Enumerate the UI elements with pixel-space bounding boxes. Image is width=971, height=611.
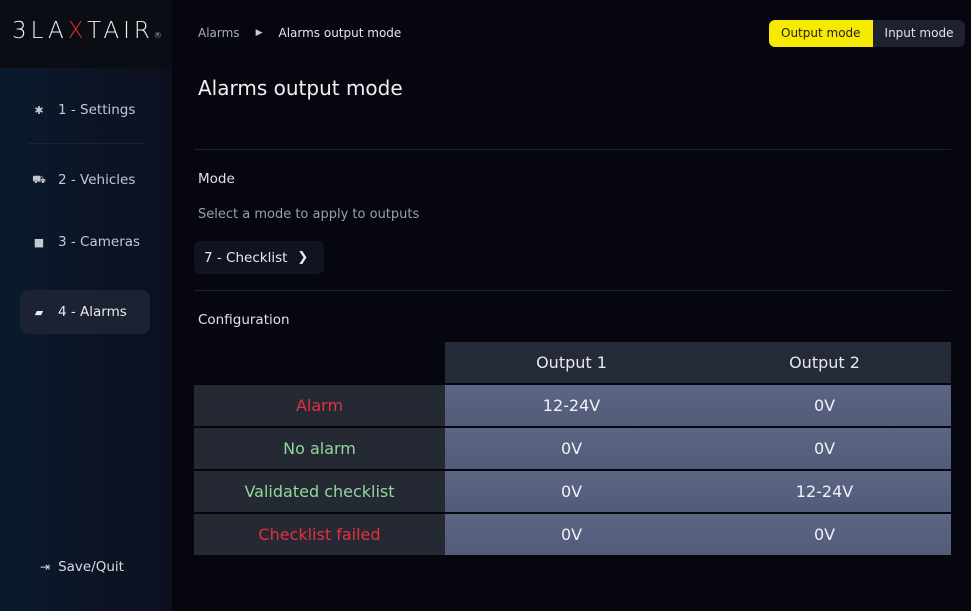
table-row: Checklist failed 0V 0V <box>194 514 951 555</box>
logo-part: 3LA <box>12 18 68 44</box>
output-mode-button[interactable]: Output mode <box>769 20 873 47</box>
mode-toggle: Output mode Input mode <box>769 20 966 47</box>
mode-hint: Select a mode to apply to outputs <box>198 207 420 222</box>
output-cell[interactable]: 12-24V <box>445 385 698 426</box>
video-camera-icon: ■ <box>33 235 45 249</box>
table-row: Validated checklist 0V 12-24V <box>194 471 951 512</box>
sidebar-item-label: 1 - Settings <box>58 102 136 118</box>
sidebar-item-settings[interactable]: ✱ 1 - Settings <box>20 88 150 132</box>
column-header: Output 2 <box>698 342 951 383</box>
forklift-icon: ⛟ <box>32 172 46 186</box>
header-empty <box>194 342 445 383</box>
configuration-table: Output 1 Output 2 Alarm 12-24V 0V No ala… <box>194 342 951 557</box>
breadcrumb: Alarms ▶ Alarms output mode <box>198 26 401 40</box>
sidebar-item-label: 4 - Alarms <box>58 304 127 320</box>
output-cell[interactable]: 12-24V <box>698 471 951 512</box>
save-quit-label: Save/Quit <box>58 559 124 575</box>
input-mode-button[interactable]: Input mode <box>884 26 954 40</box>
row-label: Checklist failed <box>194 514 445 555</box>
sidebar-item-alarms[interactable]: ▰ 4 - Alarms <box>20 290 150 334</box>
exit-icon: ⇥ <box>40 560 51 574</box>
sidebar-item-cameras[interactable]: ■ 3 - Cameras <box>20 220 150 264</box>
row-label: No alarm <box>194 428 445 469</box>
output-cell[interactable]: 0V <box>445 514 698 555</box>
table-header: Output 1 Output 2 <box>194 342 951 383</box>
gear-icon: ✱ <box>34 103 44 117</box>
mode-select[interactable]: 7 - Checklist ❯ <box>194 241 324 274</box>
sidebar-item-vehicles[interactable]: ⛟ 2 - Vehicles <box>20 158 150 202</box>
mode-label: Mode <box>198 171 235 187</box>
logo-band <box>0 0 172 68</box>
column-header: Output 1 <box>445 342 698 383</box>
logo-x: X <box>67 18 88 44</box>
output-cell[interactable]: 0V <box>698 514 951 555</box>
logo-mark: ® <box>153 31 162 40</box>
save-quit-button[interactable]: ⇥ Save/Quit <box>40 559 124 575</box>
table-row: Alarm 12-24V 0V <box>194 385 951 426</box>
breadcrumb-alarms[interactable]: Alarms <box>198 26 240 40</box>
blaxtair-logo: 3LAXTAIR® <box>12 18 162 44</box>
sidebar-item-label: 3 - Cameras <box>58 234 141 250</box>
divider <box>28 143 144 144</box>
chevron-down-icon: ❯ <box>297 250 309 265</box>
output-cell[interactable]: 0V <box>445 471 698 512</box>
logo-part: TAIR <box>87 18 154 44</box>
breadcrumb-current: Alarms output mode <box>278 26 402 40</box>
output-cell[interactable]: 0V <box>698 385 951 426</box>
sidebar: 3LAXTAIR® ✱ 1 - Settings ⛟ 2 - Vehicles ■ 3… <box>0 0 172 611</box>
mode-select-value: 7 - Checklist <box>204 249 288 266</box>
divider <box>194 149 951 150</box>
sidebar-item-label: 2 - Vehicles <box>58 172 136 188</box>
output-cell[interactable]: 0V <box>698 428 951 469</box>
table-row: No alarm 0V 0V <box>194 428 951 469</box>
chevron-right-icon: ▶ <box>255 28 263 38</box>
row-label: Alarm <box>194 385 445 426</box>
output-cell[interactable]: 0V <box>445 428 698 469</box>
page-title: Alarms output mode <box>198 76 403 100</box>
configuration-label: Configuration <box>198 312 290 328</box>
row-label: Validated checklist <box>194 471 445 512</box>
alarm-light-icon: ▰ <box>34 305 44 319</box>
divider <box>194 290 951 291</box>
